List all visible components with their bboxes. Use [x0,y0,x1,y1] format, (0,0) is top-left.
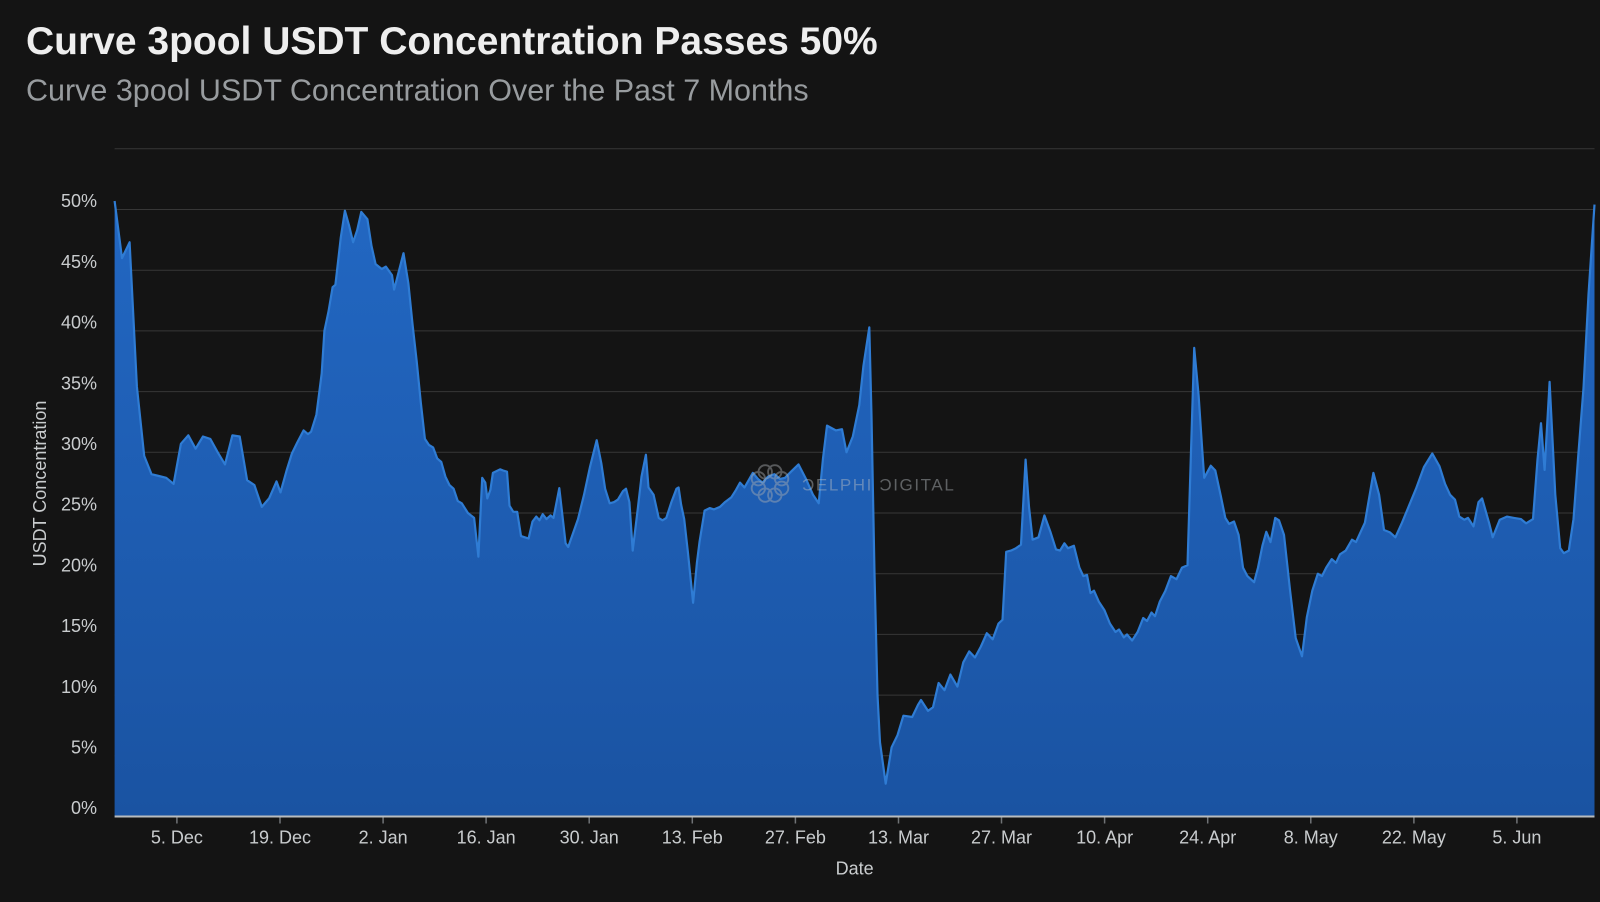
svg-text:22. May: 22. May [1382,828,1446,848]
svg-text:50%: 50% [61,191,97,211]
svg-text:10. Apr: 10. Apr [1076,828,1133,848]
svg-text:USDT Concentration: USDT Concentration [30,401,50,567]
svg-text:27. Mar: 27. Mar [971,828,1032,848]
svg-text:27. Feb: 27. Feb [765,828,826,848]
svg-text:Curve 3pool USDT Concentration: Curve 3pool USDT Concentration Passes 50… [26,20,878,63]
svg-text:35%: 35% [61,373,97,393]
svg-text:16. Jan: 16. Jan [457,828,516,848]
svg-text:0%: 0% [71,798,97,818]
svg-text:5%: 5% [71,738,97,758]
svg-text:ƆELPHI ƆIGITAL: ƆELPHI ƆIGITAL [802,476,955,495]
svg-text:19. Dec: 19. Dec [249,828,311,848]
svg-text:20%: 20% [61,555,97,575]
svg-text:5. Jun: 5. Jun [1492,828,1541,848]
svg-text:13. Mar: 13. Mar [868,828,929,848]
svg-text:45%: 45% [61,252,97,272]
svg-text:10%: 10% [61,677,97,697]
svg-text:40%: 40% [61,313,97,333]
svg-text:30%: 30% [61,434,97,454]
svg-text:30. Jan: 30. Jan [560,828,619,848]
svg-text:Curve 3pool USDT Concentration: Curve 3pool USDT Concentration Over the … [26,74,809,108]
svg-text:13. Feb: 13. Feb [662,828,723,848]
svg-text:5. Dec: 5. Dec [151,828,203,848]
svg-text:2. Jan: 2. Jan [359,828,408,848]
svg-text:Date: Date [836,859,874,879]
svg-text:24. Apr: 24. Apr [1179,828,1236,848]
svg-text:15%: 15% [61,616,97,636]
svg-text:25%: 25% [61,495,97,515]
svg-text:8. May: 8. May [1284,828,1338,848]
